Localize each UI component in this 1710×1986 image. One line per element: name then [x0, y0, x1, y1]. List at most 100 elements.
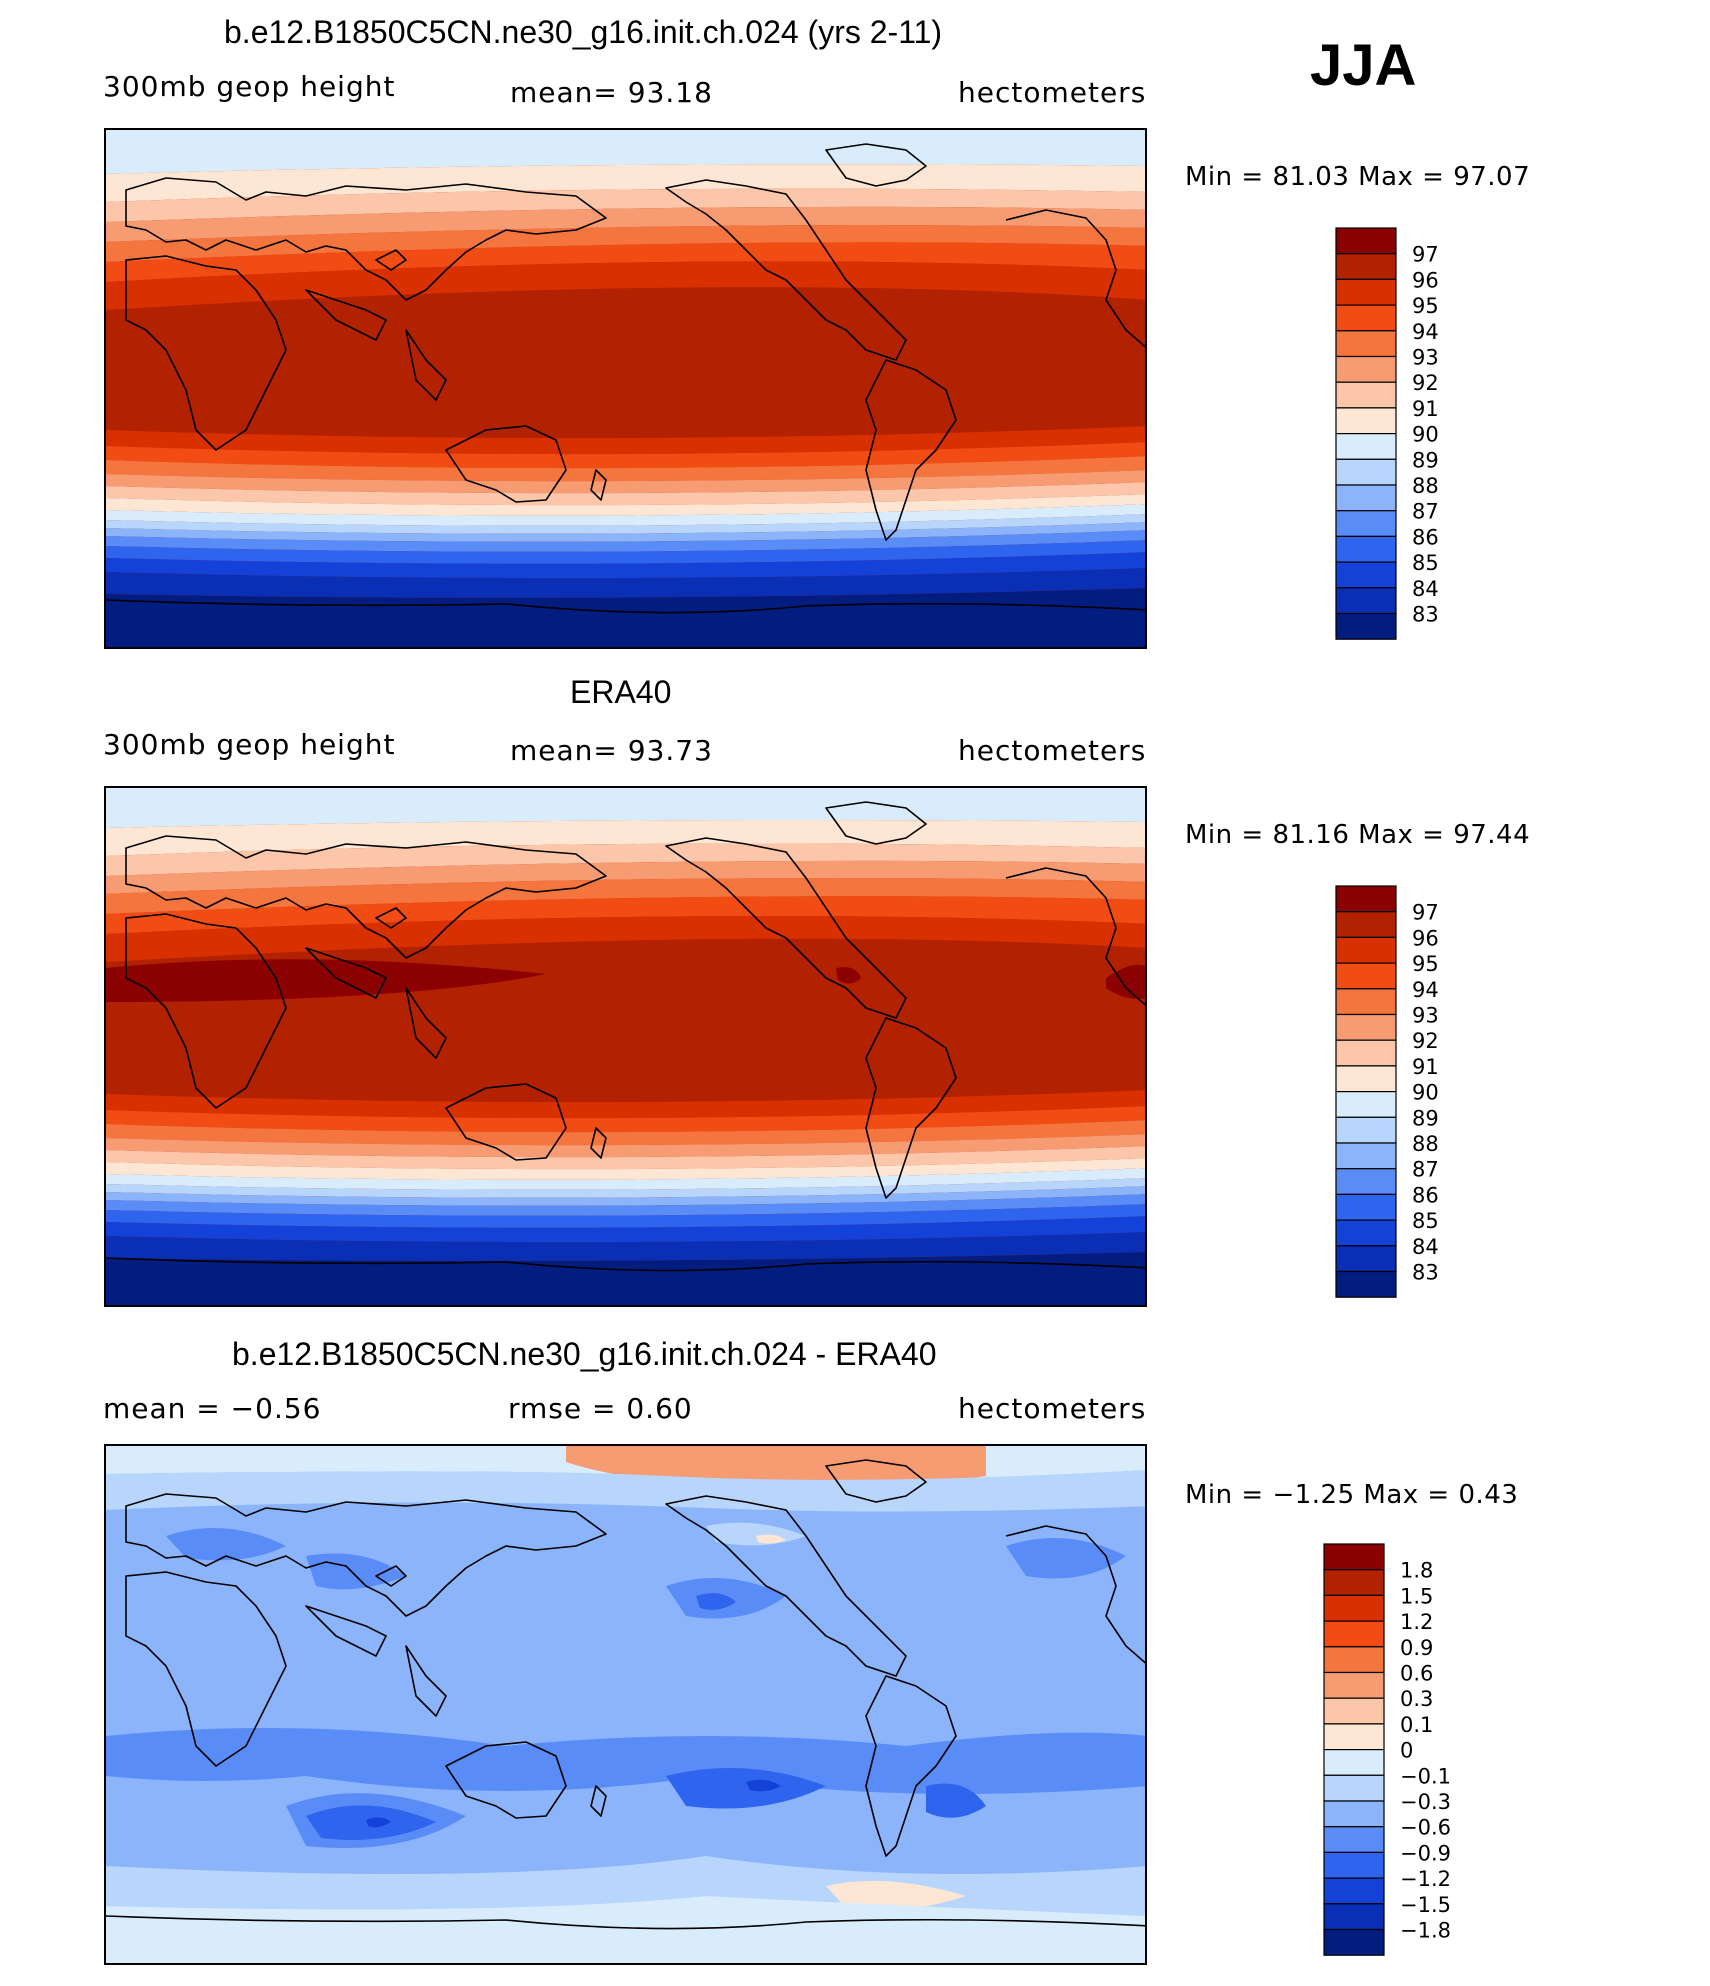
colorbar-box	[1323, 1928, 1385, 1956]
colorbar-level-label: 84	[1412, 577, 1439, 601]
colorbar-level-label: 95	[1412, 952, 1439, 976]
panel-diff-rmse-label: rmse = 0.60	[508, 1392, 693, 1425]
colorbar-level-label: −0.1	[1400, 1764, 1451, 1788]
colorbar-box	[1335, 612, 1397, 640]
colorbar-level-label: −1.8	[1400, 1919, 1451, 1943]
panel-obs-mean-label: mean= 93.73	[510, 734, 713, 767]
colorbar-box	[1335, 1116, 1397, 1144]
colorbar-level-label: 0.6	[1400, 1662, 1433, 1686]
colorbar-box	[1335, 278, 1397, 306]
colorbar-box	[1335, 381, 1397, 409]
colorbar-level-label: 96	[1412, 268, 1439, 292]
colorbar-box	[1335, 1193, 1397, 1221]
colorbar-box	[1323, 1697, 1385, 1725]
colorbar-level-label: 83	[1412, 1261, 1439, 1285]
colorbar-box	[1335, 1039, 1397, 1067]
colorbar-box	[1323, 1826, 1385, 1854]
colorbar-box	[1335, 561, 1397, 589]
colorbar-level-label: 85	[1412, 551, 1439, 575]
colorbar-level-label: 91	[1412, 397, 1439, 421]
colorbar-box	[1323, 1903, 1385, 1931]
panel-obs-variable-label: 300mb geop height	[103, 728, 396, 761]
colorbar-box	[1323, 1774, 1385, 1802]
colorbar-level-label: 95	[1412, 294, 1439, 318]
colorbar-level-label: −1.5	[1400, 1893, 1451, 1917]
colorbar-box	[1323, 1723, 1385, 1751]
colorbar-box	[1335, 510, 1397, 538]
panel-diff-title: b.e12.B1850C5CN.ne30_g16.init.ch.024 - E…	[232, 1336, 937, 1372]
colorbar-box	[1335, 1065, 1397, 1093]
colorbar-box	[1323, 1671, 1385, 1699]
colorbar-box	[1323, 1877, 1385, 1905]
panel-obs-colorbar: 97 96 95 94 93 92 91 90 89 88 87 86 85 84 83	[1335, 885, 1596, 1300]
panel-obs-minmax: Min = 81.16 Max = 97.44	[1185, 820, 1531, 850]
colorbar-level-label: 93	[1412, 346, 1439, 370]
colorbar-box	[1335, 253, 1397, 281]
colorbar-box	[1335, 1091, 1397, 1118]
panel-diff-units-label: hectometers	[958, 1392, 1147, 1425]
panel-diff-minmax: Min = −1.25 Max = 0.43	[1185, 1480, 1519, 1510]
colorbar-level-label: 1.5	[1400, 1584, 1433, 1608]
colorbar-level-label: 1.2	[1400, 1610, 1433, 1634]
colorbar-level-label: 97	[1412, 243, 1439, 267]
panel-obs-field	[106, 788, 1145, 1305]
colorbar-box	[1323, 1800, 1385, 1828]
colorbar-level-label: −0.9	[1400, 1841, 1451, 1865]
season-label: JJA	[1310, 33, 1417, 98]
colorbar-box	[1335, 988, 1397, 1016]
colorbar-level-label: 0.1	[1400, 1713, 1433, 1737]
colorbar-box	[1323, 1620, 1385, 1648]
colorbar-box	[1335, 1013, 1397, 1041]
colorbar-level-label: 85	[1412, 1209, 1439, 1233]
panel-obs-title: ERA40	[570, 674, 672, 710]
colorbar-level-label: 88	[1412, 1132, 1439, 1156]
colorbar-box	[1335, 1245, 1397, 1273]
colorbar-level-label: 94	[1412, 978, 1439, 1002]
colorbar-box	[1335, 911, 1397, 939]
colorbar-box	[1323, 1749, 1385, 1776]
colorbar-box	[1335, 355, 1397, 383]
colorbar-box	[1323, 1851, 1385, 1879]
colorbar-level-label: 0.3	[1400, 1687, 1433, 1711]
colorbar-level-label: 87	[1412, 1158, 1439, 1182]
colorbar-box	[1335, 885, 1397, 913]
panel-diff-field	[106, 1446, 1145, 1963]
colorbar-level-label: 92	[1412, 371, 1439, 395]
colorbar-level-label: 97	[1412, 901, 1439, 925]
colorbar-box	[1335, 1219, 1397, 1247]
colorbar-box	[1323, 1594, 1385, 1622]
panel-model-units-label: hectometers	[958, 76, 1147, 109]
colorbar-level-label: 86	[1412, 525, 1439, 549]
colorbar-level-label: 92	[1412, 1029, 1439, 1053]
panel-model-field	[106, 130, 1145, 647]
panel-diff-colorbar-svg: 1.81.51.20.90.60.30.10−0.1−0.3−0.6−0.9−1…	[1323, 1543, 1451, 1956]
colorbar-box	[1335, 304, 1397, 332]
colorbar-box	[1335, 587, 1397, 615]
colorbar-level-label: 89	[1412, 448, 1439, 472]
panel-obs-map	[104, 786, 1147, 1307]
colorbar-box	[1335, 330, 1397, 358]
panel-diff-mean-label: mean = −0.56	[103, 1392, 322, 1425]
colorbar-box	[1335, 407, 1397, 435]
panel-model-mean-label: mean= 93.18	[510, 76, 713, 109]
colorbar-box	[1335, 962, 1397, 990]
colorbar-box	[1335, 535, 1397, 563]
colorbar-box	[1323, 1646, 1385, 1674]
colorbar-level-label: 93	[1412, 1004, 1439, 1028]
colorbar-box	[1335, 433, 1397, 460]
colorbar-level-label: 1.8	[1400, 1559, 1433, 1583]
colorbar-level-label: −0.6	[1400, 1816, 1451, 1840]
colorbar-box	[1335, 1270, 1397, 1298]
colorbar-box	[1335, 936, 1397, 964]
colorbar-level-label: 90	[1412, 423, 1439, 447]
colorbar-level-label: 0.9	[1400, 1636, 1433, 1660]
colorbar-level-label: 89	[1412, 1106, 1439, 1130]
colorbar-level-label: 90	[1412, 1081, 1439, 1105]
colorbar-level-label: −1.2	[1400, 1867, 1451, 1891]
colorbar-box	[1335, 227, 1397, 255]
colorbar-level-label: 88	[1412, 474, 1439, 498]
panel-model-title: b.e12.B1850C5CN.ne30_g16.init.ch.024 (yr…	[224, 14, 943, 50]
colorbar-level-label: 86	[1412, 1183, 1439, 1207]
